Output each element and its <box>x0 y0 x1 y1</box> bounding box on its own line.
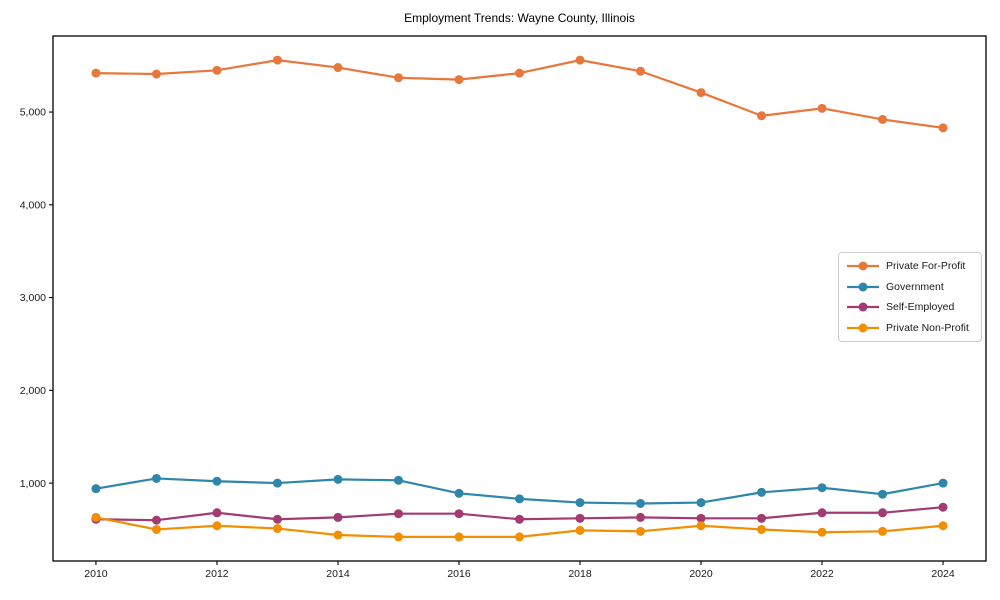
data-point-private-for-profit-2022 <box>817 103 827 113</box>
data-point-private-for-profit-2018 <box>575 55 585 65</box>
data-point-self-employed-2012 <box>212 508 222 518</box>
data-point-private-non-profit-2017 <box>515 532 524 542</box>
data-point-self-employed-2020 <box>696 513 706 523</box>
y-tick-label: 3,000 <box>20 292 46 304</box>
y-tick-label: 4,000 <box>20 199 46 211</box>
data-point-self-employed-2021 <box>757 513 767 523</box>
data-point-government-2015 <box>393 475 403 485</box>
data-point-government-2018 <box>575 498 585 508</box>
data-point-self-employed-2014 <box>333 512 343 522</box>
legend-item-private-non-profit: Private Non-Profit <box>847 318 981 339</box>
data-point-private-for-profit-2013 <box>272 55 282 65</box>
data-point-private-for-profit-2016 <box>454 75 464 85</box>
y-tick-label: 1,000 <box>20 478 46 490</box>
data-point-private-for-profit-2017 <box>515 68 524 78</box>
data-point-private-non-profit-2014 <box>333 530 343 540</box>
data-point-government-2021 <box>757 487 767 497</box>
data-point-private-for-profit-2015 <box>393 73 403 83</box>
data-point-private-for-profit-2024 <box>938 123 948 133</box>
data-point-self-employed-2016 <box>454 509 464 519</box>
x-tick-label: 2024 <box>931 568 955 580</box>
legend-label: Private For-Profit <box>886 260 966 273</box>
x-tick-label: 2020 <box>689 568 713 580</box>
data-point-government-2022 <box>817 483 827 493</box>
data-point-government-2012 <box>212 476 222 486</box>
data-point-private-for-profit-2019 <box>636 66 646 76</box>
legend-item-private-for-profit: Private For-Profit <box>847 256 981 277</box>
legend-item-government: Government <box>847 277 981 298</box>
x-tick-label: 2016 <box>447 568 471 580</box>
data-point-self-employed-2019 <box>636 512 646 522</box>
data-point-government-2013 <box>272 478 282 488</box>
data-point-private-non-profit-2024 <box>938 521 948 531</box>
data-point-self-employed-2018 <box>575 513 585 523</box>
legend-marker-icon <box>847 282 879 292</box>
data-point-private-non-profit-2011 <box>151 524 161 534</box>
data-point-self-employed-2024 <box>938 502 948 512</box>
plot-box <box>52 35 987 562</box>
y-tick-label: 2,000 <box>20 385 46 397</box>
data-point-private-for-profit-2010 <box>91 68 101 78</box>
data-point-private-non-profit-2020 <box>696 521 706 531</box>
data-point-self-employed-2011 <box>151 515 161 525</box>
data-point-government-2011 <box>151 473 161 483</box>
data-point-private-non-profit-2021 <box>757 524 767 534</box>
data-point-government-2024 <box>938 478 948 488</box>
data-point-government-2020 <box>696 498 706 508</box>
x-tick-label: 2010 <box>84 568 108 580</box>
legend-label: Self-Employed <box>886 301 955 314</box>
data-point-private-non-profit-2016 <box>454 532 464 542</box>
x-tick-label: 2018 <box>568 568 592 580</box>
data-point-government-2014 <box>333 474 343 484</box>
data-point-private-for-profit-2014 <box>333 63 343 73</box>
data-point-self-employed-2022 <box>817 508 827 518</box>
data-point-government-2016 <box>454 488 464 498</box>
data-point-private-non-profit-2013 <box>272 524 282 534</box>
data-point-government-2019 <box>636 498 646 508</box>
legend-marker-icon <box>847 261 879 271</box>
legend-marker-icon <box>847 323 879 333</box>
data-point-private-for-profit-2020 <box>696 88 706 98</box>
legend-label: Government <box>886 280 944 293</box>
data-point-private-non-profit-2018 <box>575 525 585 535</box>
chart-title: Employment Trends: Wayne County, Illinoi… <box>404 11 635 25</box>
data-point-private-for-profit-2021 <box>757 111 767 121</box>
chart-legend: Private For-Profit Government Self-Employe… <box>838 252 982 342</box>
data-point-self-employed-2017 <box>515 514 524 524</box>
data-point-private-for-profit-2023 <box>878 114 888 124</box>
data-point-government-2023 <box>878 489 888 499</box>
data-point-government-2017 <box>515 494 524 504</box>
data-point-self-employed-2013 <box>272 514 282 524</box>
legend-label: Private Non-Profit <box>886 321 969 334</box>
data-point-private-for-profit-2011 <box>151 69 161 79</box>
data-point-private-non-profit-2015 <box>393 532 403 542</box>
data-point-private-non-profit-2023 <box>878 526 888 536</box>
data-point-private-non-profit-2019 <box>636 526 646 536</box>
data-point-private-non-profit-2010 <box>91 512 101 522</box>
data-point-private-for-profit-2012 <box>212 65 222 75</box>
legend-marker-icon <box>847 302 879 312</box>
data-point-self-employed-2023 <box>878 508 888 518</box>
x-tick-label: 2012 <box>205 568 229 580</box>
data-point-private-non-profit-2022 <box>817 527 827 537</box>
data-point-self-employed-2015 <box>393 509 403 519</box>
y-tick-label: 5,000 <box>20 107 46 119</box>
x-tick-label: 2022 <box>810 568 834 580</box>
legend-item-self-employed: Self-Employed <box>847 297 981 318</box>
data-point-government-2010 <box>91 484 101 494</box>
x-tick-label: 2014 <box>326 568 350 580</box>
data-point-private-non-profit-2012 <box>212 521 222 531</box>
